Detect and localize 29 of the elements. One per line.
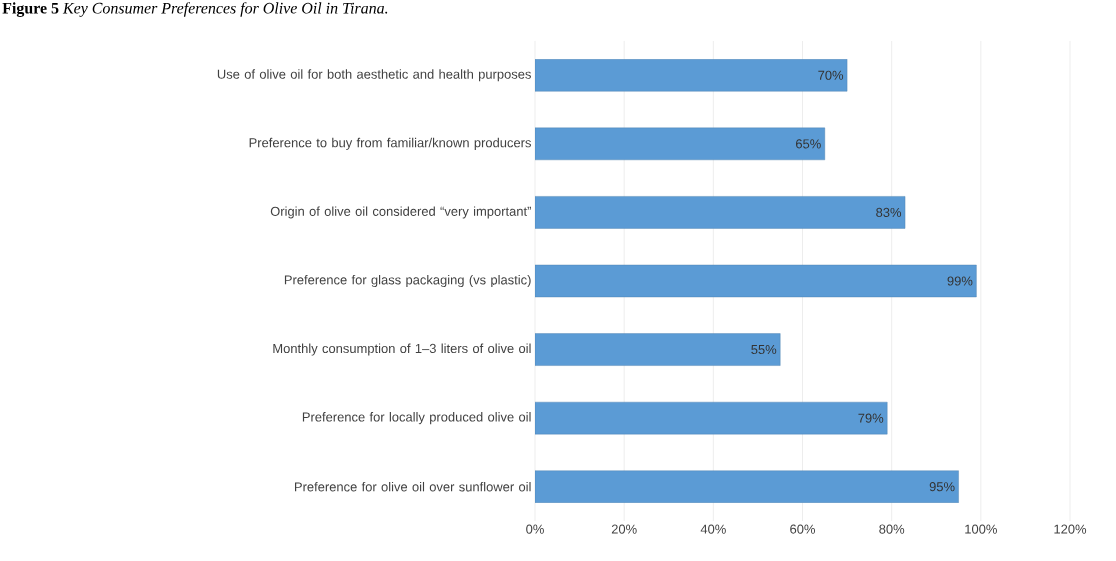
y-tick-label: Preference for glass packaging (vs plastic) xyxy=(284,274,531,288)
x-tick-label: 0% xyxy=(526,524,544,534)
x-tick-label: 80% xyxy=(879,524,905,534)
x-tick-label: 60% xyxy=(790,524,816,534)
y-tick-label: Preference for locally produced olive oil xyxy=(302,412,531,425)
data-label: 65% xyxy=(796,139,821,149)
y-tick-label: Monthly consumption of 1–3 liters of olive oil xyxy=(273,343,531,356)
data-label: 83% xyxy=(876,207,902,217)
data-label: 99% xyxy=(947,276,973,286)
x-tick-label: 20% xyxy=(611,524,637,534)
bar xyxy=(535,333,781,366)
data-label: 79% xyxy=(858,413,884,423)
y-tick-label: Origin of olive oil considered “very important” xyxy=(270,206,531,219)
y-tick-label: Preference to buy from familiar/known producers xyxy=(249,137,531,150)
bar xyxy=(535,59,848,92)
bar xyxy=(535,196,906,229)
x-tick-label: 120% xyxy=(1054,524,1087,534)
bar xyxy=(535,470,959,503)
data-label: 55% xyxy=(751,345,777,355)
x-tick-label: 40% xyxy=(700,524,726,534)
y-tick-label: Preference for olive oil over sunflower oil xyxy=(295,481,531,492)
bar xyxy=(535,127,825,161)
bar xyxy=(535,264,977,298)
data-label: 70% xyxy=(818,70,844,80)
y-tick-label: Use of olive oil for both aesthetic and health purposes xyxy=(217,69,531,82)
data-label: 95% xyxy=(929,482,955,492)
x-tick-label: 100% xyxy=(965,524,997,534)
text: Figure 5 Key Consumer Preferences for Olive Oil in Tirana. xyxy=(2,2,388,17)
bar xyxy=(535,401,888,435)
